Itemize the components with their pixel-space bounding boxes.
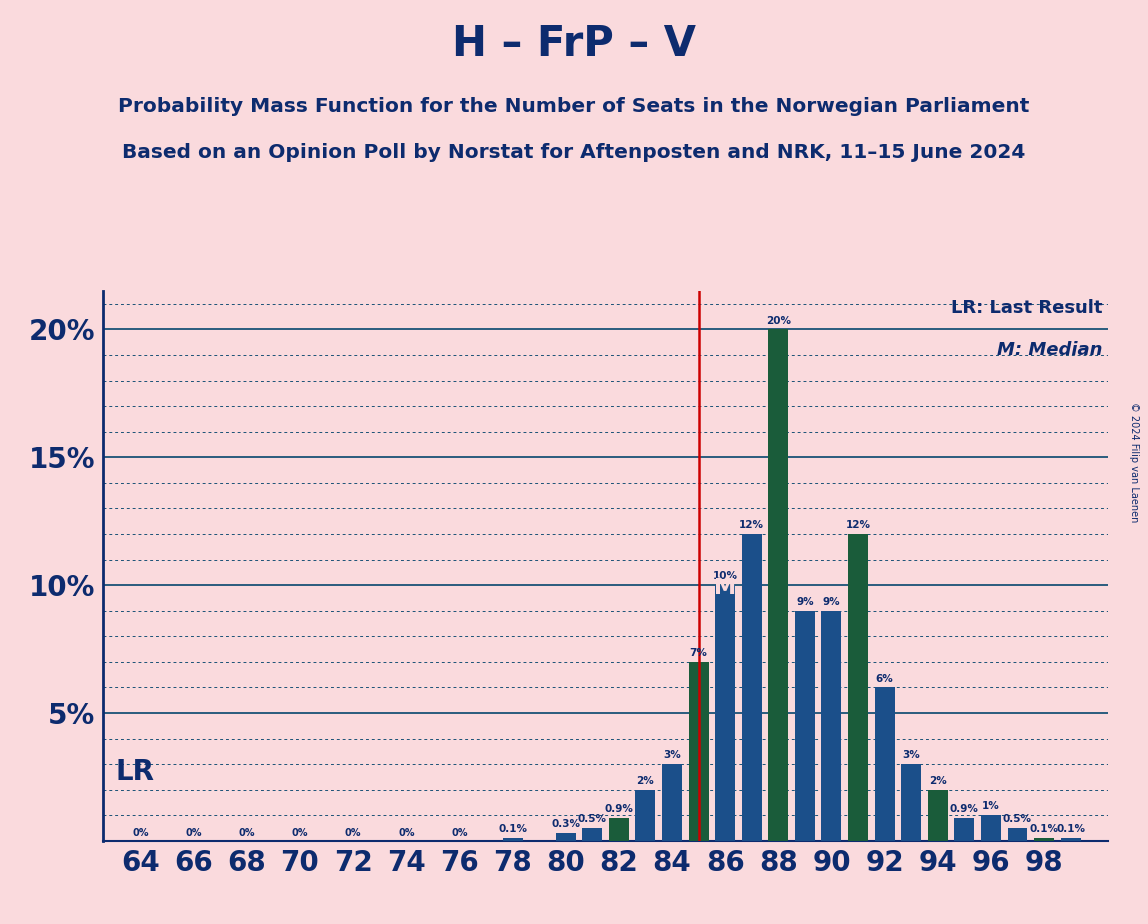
Bar bbox=[928, 790, 948, 841]
Bar bbox=[1034, 838, 1054, 841]
Text: 0.9%: 0.9% bbox=[949, 804, 979, 814]
Bar bbox=[768, 330, 789, 841]
Bar bbox=[954, 818, 975, 841]
Bar bbox=[1061, 838, 1080, 841]
Bar bbox=[503, 838, 522, 841]
Bar bbox=[556, 833, 575, 841]
Bar bbox=[1008, 828, 1027, 841]
Text: M: Median: M: Median bbox=[998, 341, 1103, 359]
Bar bbox=[608, 818, 629, 841]
Bar bbox=[794, 611, 815, 841]
Text: 3%: 3% bbox=[902, 750, 920, 760]
Text: 0.5%: 0.5% bbox=[1003, 814, 1032, 824]
Text: 12%: 12% bbox=[846, 520, 870, 530]
Bar bbox=[662, 764, 682, 841]
Text: © 2024 Filip van Laenen: © 2024 Filip van Laenen bbox=[1128, 402, 1139, 522]
Bar bbox=[636, 790, 656, 841]
Text: 0.5%: 0.5% bbox=[577, 814, 607, 824]
Text: 12%: 12% bbox=[739, 520, 765, 530]
Text: H – FrP – V: H – FrP – V bbox=[452, 23, 696, 65]
Text: 0.1%: 0.1% bbox=[1030, 824, 1058, 834]
Bar bbox=[980, 815, 1001, 841]
Text: 2%: 2% bbox=[636, 776, 654, 785]
Text: 9%: 9% bbox=[823, 597, 840, 607]
Text: 0.1%: 0.1% bbox=[1056, 824, 1085, 834]
Text: M: M bbox=[714, 578, 736, 598]
Bar bbox=[848, 534, 868, 841]
Text: 9%: 9% bbox=[796, 597, 814, 607]
Text: 7%: 7% bbox=[690, 648, 707, 658]
Text: 0.3%: 0.3% bbox=[551, 820, 580, 830]
Bar bbox=[901, 764, 921, 841]
Bar bbox=[715, 585, 735, 841]
Text: 3%: 3% bbox=[664, 750, 681, 760]
Text: 10%: 10% bbox=[713, 571, 738, 581]
Text: 6%: 6% bbox=[876, 674, 893, 684]
Text: 0.9%: 0.9% bbox=[604, 804, 634, 814]
Text: 0%: 0% bbox=[398, 828, 414, 838]
Bar bbox=[742, 534, 761, 841]
Text: Based on an Opinion Poll by Norstat for Aftenposten and NRK, 11–15 June 2024: Based on an Opinion Poll by Norstat for … bbox=[123, 143, 1025, 163]
Text: 0%: 0% bbox=[239, 828, 255, 838]
Text: 1%: 1% bbox=[982, 801, 1000, 811]
Text: Probability Mass Function for the Number of Seats in the Norwegian Parliament: Probability Mass Function for the Number… bbox=[118, 97, 1030, 116]
Text: 0%: 0% bbox=[132, 828, 149, 838]
Text: 0.1%: 0.1% bbox=[498, 824, 527, 834]
Text: 0%: 0% bbox=[292, 828, 308, 838]
Text: LR: Last Result: LR: Last Result bbox=[952, 299, 1103, 317]
Text: 2%: 2% bbox=[929, 776, 947, 785]
Text: 0%: 0% bbox=[451, 828, 467, 838]
Text: 20%: 20% bbox=[766, 316, 791, 325]
Bar bbox=[689, 662, 708, 841]
Text: 0%: 0% bbox=[344, 828, 362, 838]
Text: LR: LR bbox=[115, 758, 154, 786]
Bar bbox=[822, 611, 841, 841]
Bar bbox=[582, 828, 603, 841]
Bar bbox=[875, 687, 894, 841]
Text: 0%: 0% bbox=[186, 828, 202, 838]
